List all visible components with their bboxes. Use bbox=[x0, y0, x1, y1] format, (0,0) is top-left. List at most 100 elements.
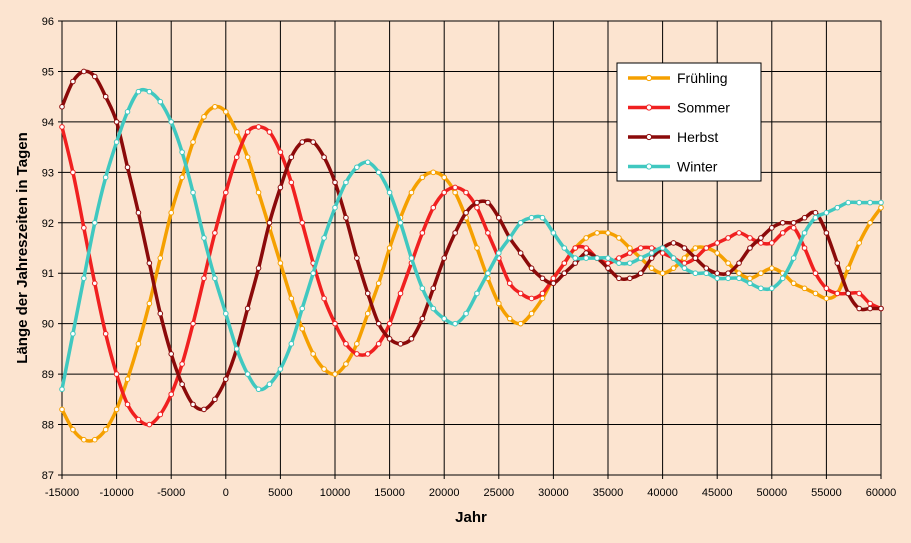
data-point-winter bbox=[386, 189, 393, 196]
data-point-winter bbox=[81, 275, 87, 282]
data-point-fr-hling bbox=[845, 265, 852, 271]
data-point-sommer bbox=[124, 401, 131, 408]
data-point-sommer bbox=[81, 225, 87, 231]
data-point-fr-hling bbox=[310, 351, 316, 357]
data-point-herbst bbox=[856, 305, 862, 312]
data-point-winter bbox=[102, 174, 109, 181]
y-tick-label: 89 bbox=[42, 369, 54, 381]
data-point-herbst bbox=[878, 305, 884, 312]
data-point-fr-hling bbox=[616, 235, 622, 241]
data-point-herbst bbox=[419, 315, 426, 322]
data-point-winter bbox=[637, 255, 644, 261]
data-point-winter bbox=[354, 164, 360, 171]
y-tick-label: 95 bbox=[42, 66, 54, 78]
data-point-winter bbox=[255, 386, 262, 393]
data-point-fr-hling bbox=[758, 270, 764, 277]
series-winter bbox=[59, 87, 884, 393]
data-point-herbst bbox=[70, 78, 76, 85]
data-point-sommer bbox=[255, 124, 262, 130]
data-point-fr-hling bbox=[419, 174, 426, 181]
data-point-herbst bbox=[627, 275, 633, 282]
data-point-sommer bbox=[659, 250, 666, 256]
data-point-sommer bbox=[201, 275, 207, 282]
data-point-winter bbox=[692, 270, 699, 277]
data-point-sommer bbox=[583, 245, 589, 251]
data-point-fr-hling bbox=[496, 300, 502, 307]
legend-marker-sommer bbox=[645, 104, 653, 111]
data-point-sommer bbox=[834, 290, 841, 297]
data-point-winter bbox=[550, 230, 557, 236]
data-point-sommer bbox=[714, 240, 721, 246]
data-point-winter bbox=[878, 199, 884, 206]
y-tick-label: 90 bbox=[42, 319, 54, 331]
data-point-winter bbox=[856, 199, 862, 206]
y-tick-label: 87 bbox=[42, 470, 54, 482]
data-point-herbst bbox=[441, 255, 448, 261]
data-point-winter bbox=[201, 235, 207, 241]
data-point-herbst bbox=[190, 401, 196, 408]
data-point-fr-hling bbox=[812, 290, 819, 297]
y-tick-label: 94 bbox=[42, 117, 54, 129]
data-point-sommer bbox=[561, 260, 568, 266]
x-tick-label: 0 bbox=[223, 487, 229, 499]
data-point-fr-hling bbox=[146, 300, 153, 307]
y-axis-title: Länge der Jahreszeiten in Tagen bbox=[14, 132, 31, 363]
data-point-fr-hling bbox=[343, 361, 349, 367]
data-point-sommer bbox=[113, 371, 120, 377]
legend-label-sommer: Sommer bbox=[677, 100, 730, 116]
data-point-winter bbox=[430, 305, 437, 312]
data-point-winter bbox=[616, 260, 622, 266]
data-point-sommer bbox=[616, 255, 622, 261]
x-tick-label: 30000 bbox=[538, 487, 569, 499]
data-point-herbst bbox=[845, 290, 852, 297]
data-point-herbst bbox=[572, 260, 579, 266]
data-point-fr-hling bbox=[648, 265, 655, 271]
data-point-sommer bbox=[168, 391, 174, 398]
data-point-herbst bbox=[212, 396, 218, 403]
data-point-winter bbox=[441, 315, 448, 322]
data-point-winter bbox=[627, 260, 633, 266]
data-point-fr-hling bbox=[867, 219, 873, 226]
data-point-sommer bbox=[277, 149, 284, 155]
data-point-sommer bbox=[157, 411, 164, 418]
data-point-sommer bbox=[419, 230, 426, 236]
series-line-herbst bbox=[60, 69, 883, 412]
data-point-winter bbox=[223, 310, 229, 317]
data-point-herbst bbox=[485, 199, 491, 206]
data-point-winter bbox=[91, 219, 98, 226]
data-point-herbst bbox=[408, 336, 415, 342]
data-point-herbst bbox=[550, 280, 557, 287]
data-point-winter bbox=[659, 245, 666, 251]
data-point-sommer bbox=[769, 240, 775, 246]
data-point-winter bbox=[561, 245, 568, 251]
data-point-winter bbox=[517, 219, 524, 226]
data-point-winter bbox=[769, 285, 775, 292]
data-point-sommer bbox=[59, 124, 65, 130]
data-point-herbst bbox=[375, 320, 382, 327]
data-point-winter bbox=[321, 235, 327, 241]
legend: Frühling Sommer Herbst Winter bbox=[616, 62, 762, 182]
x-tick-label: 10000 bbox=[320, 487, 351, 499]
data-point-sommer bbox=[397, 290, 404, 297]
data-point-sommer bbox=[146, 421, 153, 428]
data-point-fr-hling bbox=[714, 250, 721, 256]
x-tick-label: 5000 bbox=[268, 487, 292, 499]
data-point-sommer bbox=[474, 204, 480, 211]
data-point-herbst bbox=[714, 270, 721, 277]
data-point-sommer bbox=[244, 129, 251, 135]
data-point-fr-hling bbox=[594, 230, 600, 236]
data-point-herbst bbox=[605, 265, 611, 271]
data-point-winter bbox=[485, 270, 491, 277]
data-point-fr-hling bbox=[430, 169, 437, 176]
legend-marker-fr-hling bbox=[645, 74, 653, 82]
data-point-sommer bbox=[91, 280, 98, 287]
data-point-fr-hling bbox=[70, 426, 76, 433]
data-point-fr-hling bbox=[528, 310, 535, 317]
data-point-winter bbox=[801, 230, 808, 236]
data-point-winter bbox=[474, 290, 480, 297]
legend-items: Frühling Sommer Herbst Winter bbox=[628, 70, 730, 175]
data-point-sommer bbox=[233, 154, 240, 160]
x-tick-label: 20000 bbox=[429, 487, 460, 499]
data-point-fr-hling bbox=[790, 280, 797, 287]
data-point-fr-hling bbox=[233, 129, 240, 135]
